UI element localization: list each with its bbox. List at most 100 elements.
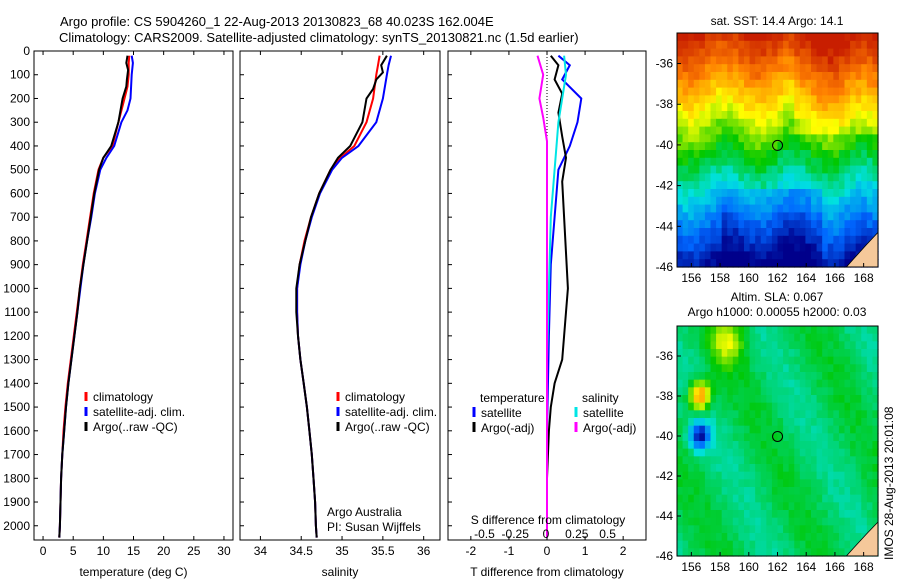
sla-map-cell bbox=[699, 402, 706, 411]
sla-map-cell bbox=[760, 533, 767, 542]
sst-map-cell bbox=[838, 118, 846, 128]
sst-map-cell bbox=[710, 235, 717, 245]
sst-map-cell bbox=[788, 150, 795, 159]
sst-map-cell bbox=[710, 95, 717, 104]
sla-map-cell bbox=[771, 540, 779, 549]
sst-map-cell bbox=[861, 56, 868, 65]
sst-map-cell bbox=[716, 111, 723, 120]
sla-map-cell bbox=[699, 410, 706, 419]
sla-map-cell bbox=[805, 533, 812, 542]
sla-map-cell bbox=[861, 517, 868, 526]
sla-map-cell bbox=[866, 364, 874, 373]
sst-map-cell bbox=[699, 142, 706, 151]
sla-map-cell bbox=[699, 548, 706, 557]
sla-map-cell bbox=[771, 433, 779, 442]
sst-map-cell bbox=[732, 196, 740, 206]
sla-map-cell bbox=[855, 487, 862, 496]
sst-map-cell bbox=[816, 142, 823, 151]
sst-map-cell bbox=[788, 235, 795, 245]
sst-map-cell bbox=[844, 251, 851, 260]
sst-map-cell bbox=[777, 181, 784, 190]
sst-map-cell bbox=[704, 72, 712, 81]
temperature-xtick-label: 15 bbox=[127, 544, 141, 558]
sst-map-cell bbox=[716, 181, 723, 190]
sla-map-cell bbox=[861, 387, 868, 396]
sla-map-cell bbox=[783, 333, 790, 342]
sla-map-cell bbox=[827, 533, 834, 542]
sla-map-cell bbox=[738, 441, 745, 450]
sla-map-cell bbox=[727, 433, 734, 442]
sst-map-cell bbox=[827, 87, 834, 96]
sst-map-cell bbox=[783, 212, 790, 221]
sla-map-cell bbox=[844, 525, 851, 534]
sst-map-cell bbox=[760, 87, 767, 96]
sst-map-cell bbox=[833, 126, 840, 135]
sla-map-cell bbox=[727, 425, 734, 434]
sla-map-cell bbox=[844, 494, 851, 503]
sla-map-cell bbox=[805, 418, 812, 427]
sla-map-cell bbox=[783, 349, 790, 358]
sla-map-cell bbox=[822, 402, 829, 411]
sst-map-cell bbox=[760, 40, 767, 50]
sla-map-cell bbox=[777, 425, 784, 434]
sla-map-cell bbox=[682, 540, 689, 549]
sal-legend-label: climatology bbox=[345, 390, 405, 404]
sla-map-cell bbox=[732, 356, 740, 365]
sla-map-cell bbox=[710, 540, 717, 549]
sst-map-cell bbox=[811, 259, 818, 268]
sst-map-cell bbox=[799, 173, 807, 182]
sla-map-cell bbox=[732, 517, 740, 526]
sst-map-cell bbox=[777, 103, 784, 112]
sla-map-cell bbox=[811, 387, 818, 396]
sla-map-cell bbox=[827, 540, 834, 549]
sla-map-cell bbox=[833, 326, 840, 335]
sst-map-cell bbox=[738, 243, 745, 252]
sla-map-cell bbox=[699, 464, 706, 473]
sla-map-cell bbox=[866, 379, 874, 388]
sst-map-cell bbox=[677, 142, 684, 151]
temperature-ytick-label: 200 bbox=[10, 91, 30, 105]
sla-map-cell bbox=[704, 349, 712, 358]
sla-map-cell bbox=[822, 410, 829, 419]
sla-map-cell bbox=[721, 441, 728, 450]
sst-map-cell bbox=[783, 48, 790, 57]
sst-map-cell bbox=[716, 56, 723, 65]
sla-map-cell bbox=[744, 410, 751, 419]
sla-map-cell bbox=[827, 402, 834, 411]
sst-map-cell bbox=[766, 40, 773, 50]
sst-map-cell bbox=[704, 228, 712, 237]
sla-map-cell bbox=[850, 349, 857, 358]
sst-map-cell bbox=[727, 79, 734, 89]
sla-map-cell bbox=[850, 418, 857, 427]
sst-map-cell bbox=[693, 126, 700, 135]
sla-map-cell bbox=[872, 395, 879, 404]
sla-map-cell bbox=[738, 448, 745, 457]
sst-map-cell bbox=[749, 181, 756, 190]
sla-map-cell bbox=[732, 364, 740, 373]
sst-map-cell bbox=[749, 235, 756, 245]
sla-map-cell bbox=[755, 418, 762, 427]
sst-map-cell bbox=[872, 134, 879, 143]
sst-map-cell bbox=[771, 220, 779, 229]
sst-map-cell bbox=[704, 181, 712, 190]
sla-map-cell bbox=[721, 494, 728, 503]
sst-map-cell bbox=[755, 259, 762, 268]
sst-map-cell bbox=[693, 118, 700, 128]
sla-map-cell bbox=[727, 517, 734, 526]
sla-map-cell bbox=[833, 418, 840, 427]
sla-map-cell bbox=[833, 479, 840, 488]
sla-map-cell bbox=[766, 517, 773, 526]
sla-map-cell bbox=[822, 487, 829, 496]
sst-map-cell bbox=[721, 212, 728, 221]
sst-map-cell bbox=[749, 33, 756, 42]
sst-map-cell bbox=[755, 196, 762, 206]
sla-map-cell bbox=[755, 471, 762, 480]
sst-map-cell bbox=[732, 181, 740, 190]
sla-map-cell bbox=[738, 402, 745, 411]
sla-map-cell bbox=[788, 540, 795, 549]
sla-map-cell bbox=[766, 395, 773, 404]
sla-map-cell bbox=[788, 548, 795, 557]
sst-map-cell bbox=[766, 204, 773, 213]
sst-map-cell bbox=[771, 134, 779, 143]
sst-map-cell bbox=[866, 235, 874, 245]
